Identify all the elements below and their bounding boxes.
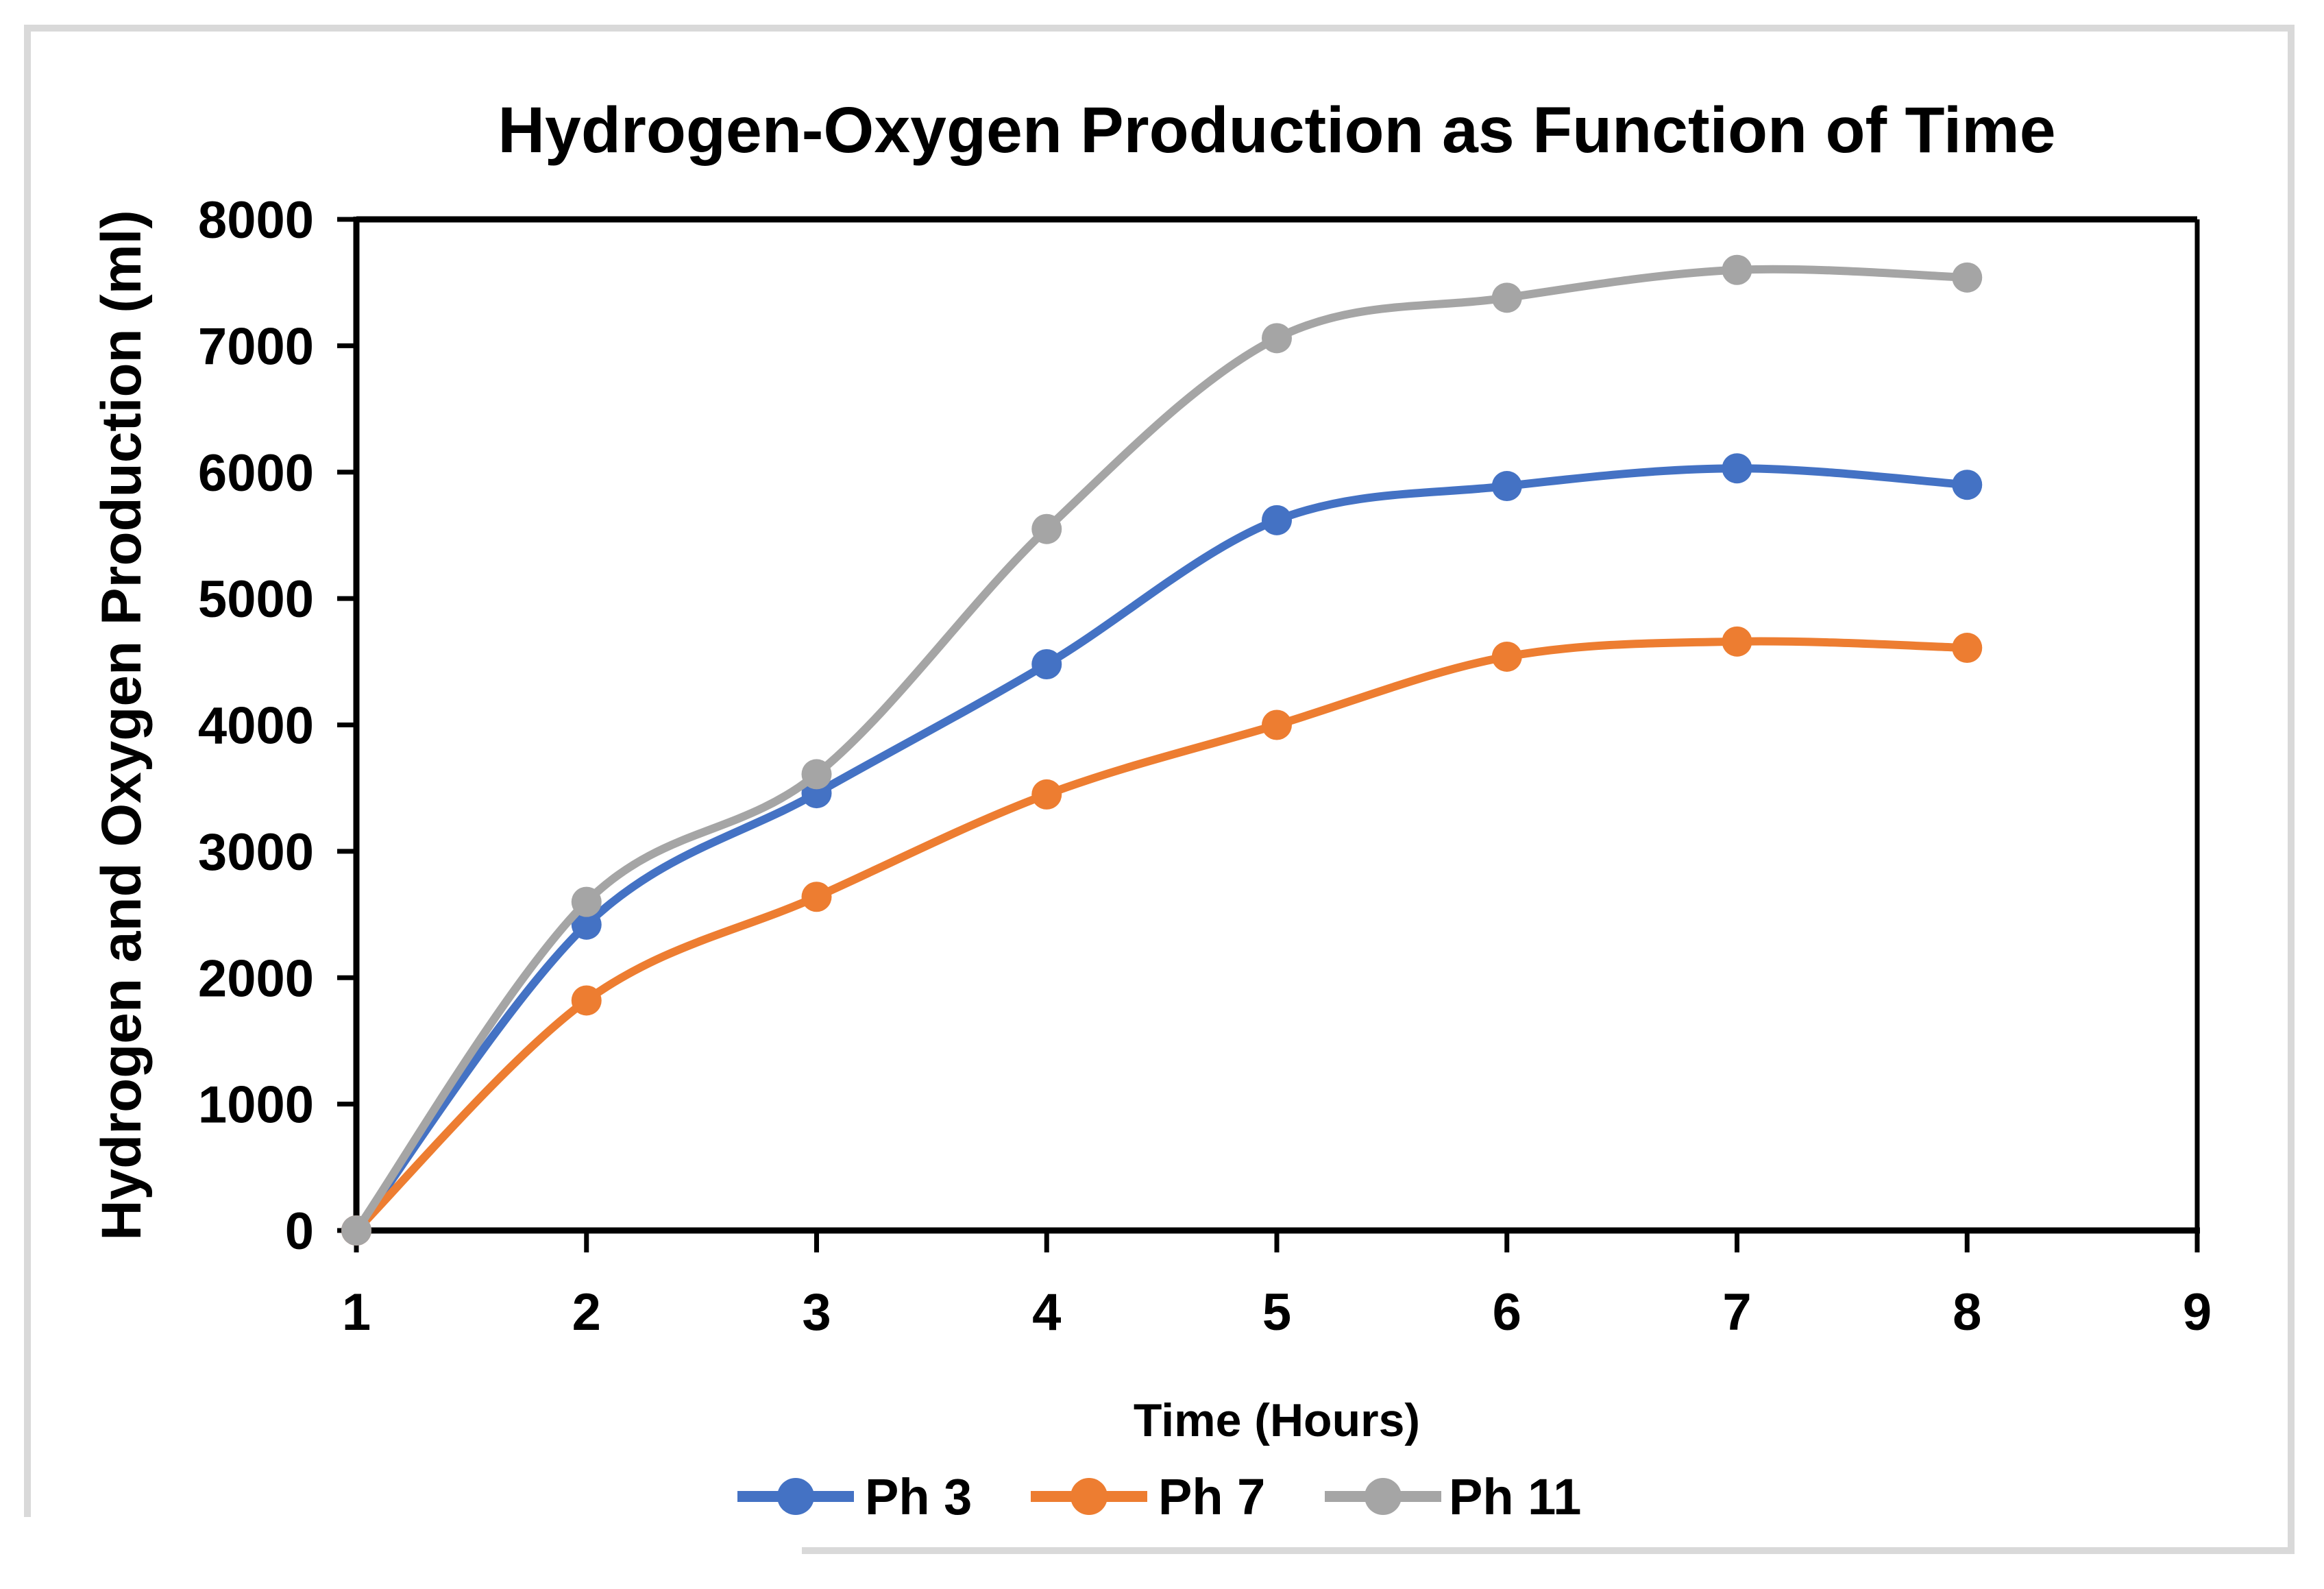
y-axis-ticks: 0 1000 2000 3000 4000 5000 6000 7000 8000 <box>198 191 356 1261</box>
y-tick-label: 8000 <box>198 191 314 250</box>
legend-label: Ph 11 <box>1449 1468 1581 1525</box>
data-point-ph7 <box>1262 709 1292 740</box>
outer-border-right <box>2288 25 2295 1554</box>
x-tick-label: 7 <box>1722 1283 1751 1342</box>
x-axis-title: Time (Hours) <box>1134 1394 1420 1446</box>
y-tick-label: 7000 <box>198 317 314 376</box>
legend-label: Ph 7 <box>1158 1468 1265 1525</box>
data-point-ph7 <box>571 985 602 1016</box>
data-point-ph11 <box>1031 513 1062 544</box>
chart-legend: Ph 3 Ph 7 Ph 11 <box>737 1468 1581 1525</box>
data-point-ph7 <box>1722 626 1752 657</box>
legend-marker-icon <box>1365 1478 1402 1515</box>
y-axis-title: Hydrogen and Oxygen Production (ml) <box>90 210 153 1240</box>
y-tick-label: 5000 <box>198 570 314 629</box>
data-point-ph7 <box>1952 633 1983 664</box>
data-point-ph3 <box>1262 505 1292 535</box>
data-point-ph11 <box>801 759 832 790</box>
outer-border-top <box>24 25 2295 32</box>
data-point-ph3 <box>1952 470 1983 500</box>
data-series <box>341 254 1983 1246</box>
y-tick-label: 1000 <box>198 1076 314 1135</box>
y-tick-label: 6000 <box>198 444 314 502</box>
data-point-ph11 <box>1491 282 1522 313</box>
data-point-ph11 <box>1952 262 1983 293</box>
x-tick-label: 6 <box>1493 1283 1521 1342</box>
legend-marker-icon <box>777 1478 814 1515</box>
y-tick-label: 0 <box>285 1202 314 1261</box>
x-tick-label: 2 <box>572 1283 601 1342</box>
data-point-ph3 <box>1722 453 1752 484</box>
outer-border-left <box>24 25 31 1517</box>
data-point-ph11 <box>1262 323 1292 354</box>
data-point-ph7 <box>1031 779 1062 810</box>
y-tick-label: 4000 <box>198 697 314 755</box>
legend-label: Ph 3 <box>865 1468 972 1525</box>
data-point-ph11 <box>1722 254 1752 285</box>
x-tick-label: 9 <box>2183 1283 2212 1342</box>
series-line-ph11 <box>352 265 1972 1235</box>
data-point-ph7 <box>801 882 832 912</box>
x-tick-label: 1 <box>342 1283 371 1342</box>
data-point-ph11 <box>341 1215 371 1246</box>
x-tick-label: 8 <box>1953 1283 1981 1342</box>
legend-marker-icon <box>1071 1478 1108 1515</box>
outer-border-bottom <box>802 1547 2295 1554</box>
y-tick-label: 2000 <box>198 949 314 1008</box>
data-point-ph3 <box>1491 471 1522 502</box>
series-line-ph7 <box>352 637 1972 1235</box>
x-axis-ticks: 1 2 3 4 5 6 7 8 9 <box>342 1230 2212 1342</box>
x-tick-label: 5 <box>1262 1283 1291 1342</box>
series-line-ph3 <box>352 464 1972 1235</box>
x-tick-label: 4 <box>1032 1283 1061 1342</box>
data-point-ph3 <box>1031 649 1062 679</box>
data-point-ph7 <box>1491 641 1522 672</box>
chart-title: Hydrogen-Oxygen Production as Function o… <box>498 94 2055 167</box>
data-point-ph3 <box>571 909 602 940</box>
x-tick-label: 3 <box>802 1283 831 1342</box>
data-point-ph11 <box>571 886 602 917</box>
y-tick-label: 3000 <box>198 823 314 882</box>
